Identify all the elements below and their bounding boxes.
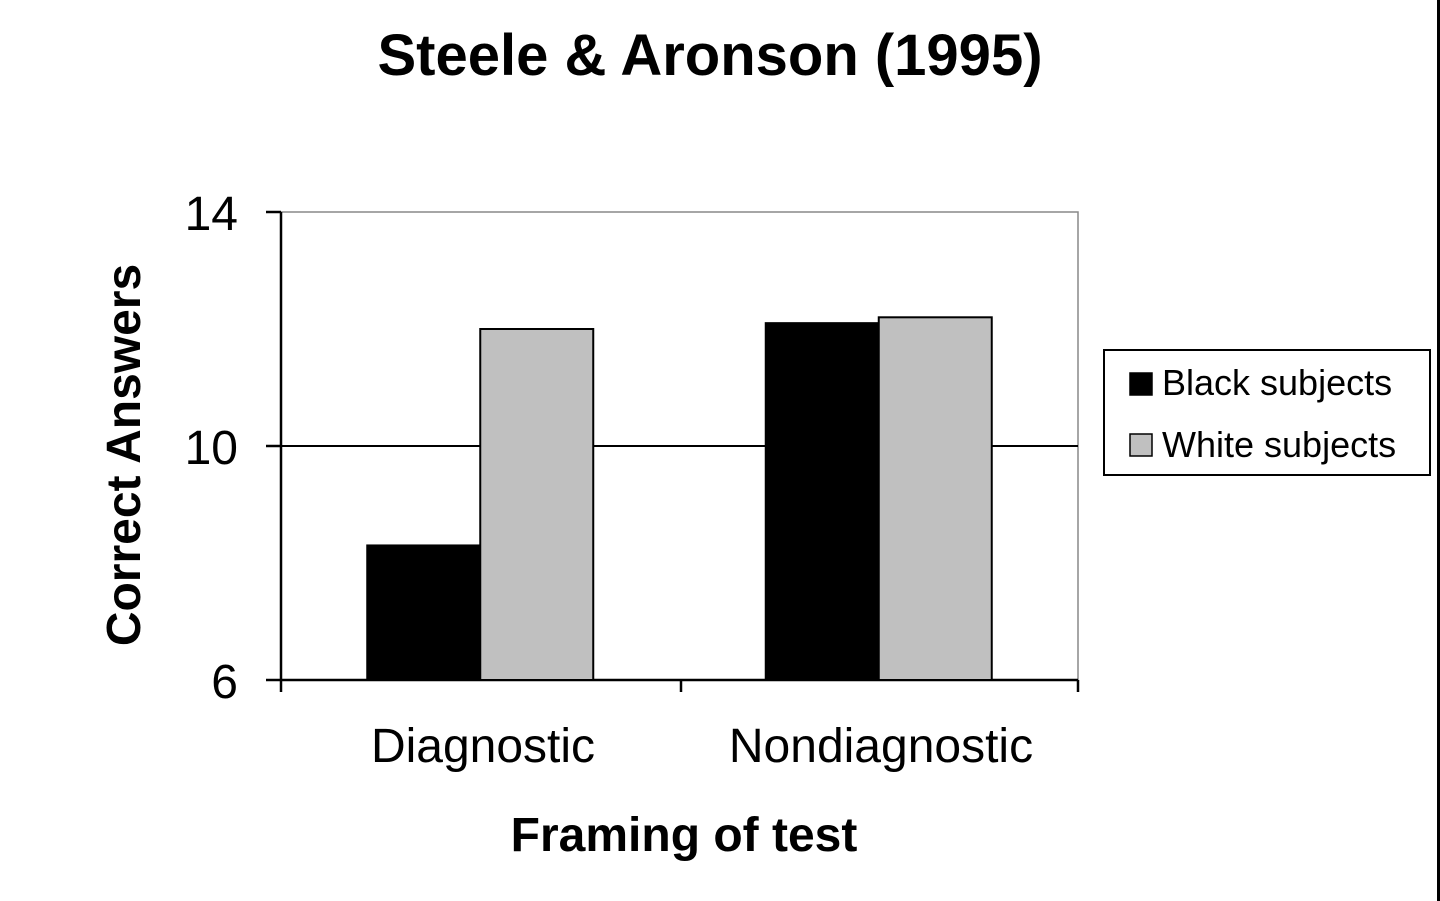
bar-diagnostic-white-subjects bbox=[479, 328, 595, 681]
category-label-nondiagnostic: Nondiagnostic bbox=[729, 720, 1033, 773]
bars-group bbox=[366, 316, 993, 682]
legend-label-black: Black subjects bbox=[1162, 362, 1392, 403]
x-axis-title: Framing of test bbox=[511, 809, 858, 862]
bar-nondiagnostic-white-subjects bbox=[877, 316, 993, 681]
category-label-diagnostic: Diagnostic bbox=[371, 720, 595, 773]
legend-swatch-white bbox=[1129, 433, 1153, 457]
bar-nondiagnostic-black-subjects bbox=[764, 322, 880, 681]
y-axis-title: Correct Answers bbox=[98, 264, 151, 646]
y-tick-label-10: 10 bbox=[185, 422, 238, 475]
legend-label-white: White subjects bbox=[1162, 424, 1396, 465]
bar-diagnostic-black-subjects bbox=[366, 544, 482, 682]
y-tick-label-6: 6 bbox=[211, 656, 238, 709]
legend: Black subjects White subjects bbox=[1103, 349, 1431, 476]
legend-box bbox=[1103, 349, 1431, 476]
right-edge-border bbox=[1437, 0, 1440, 901]
y-tick-label-14: 14 bbox=[185, 188, 238, 241]
chart-title: Steele & Aronson (1995) bbox=[377, 23, 1042, 88]
legend-swatch-black bbox=[1129, 372, 1153, 396]
